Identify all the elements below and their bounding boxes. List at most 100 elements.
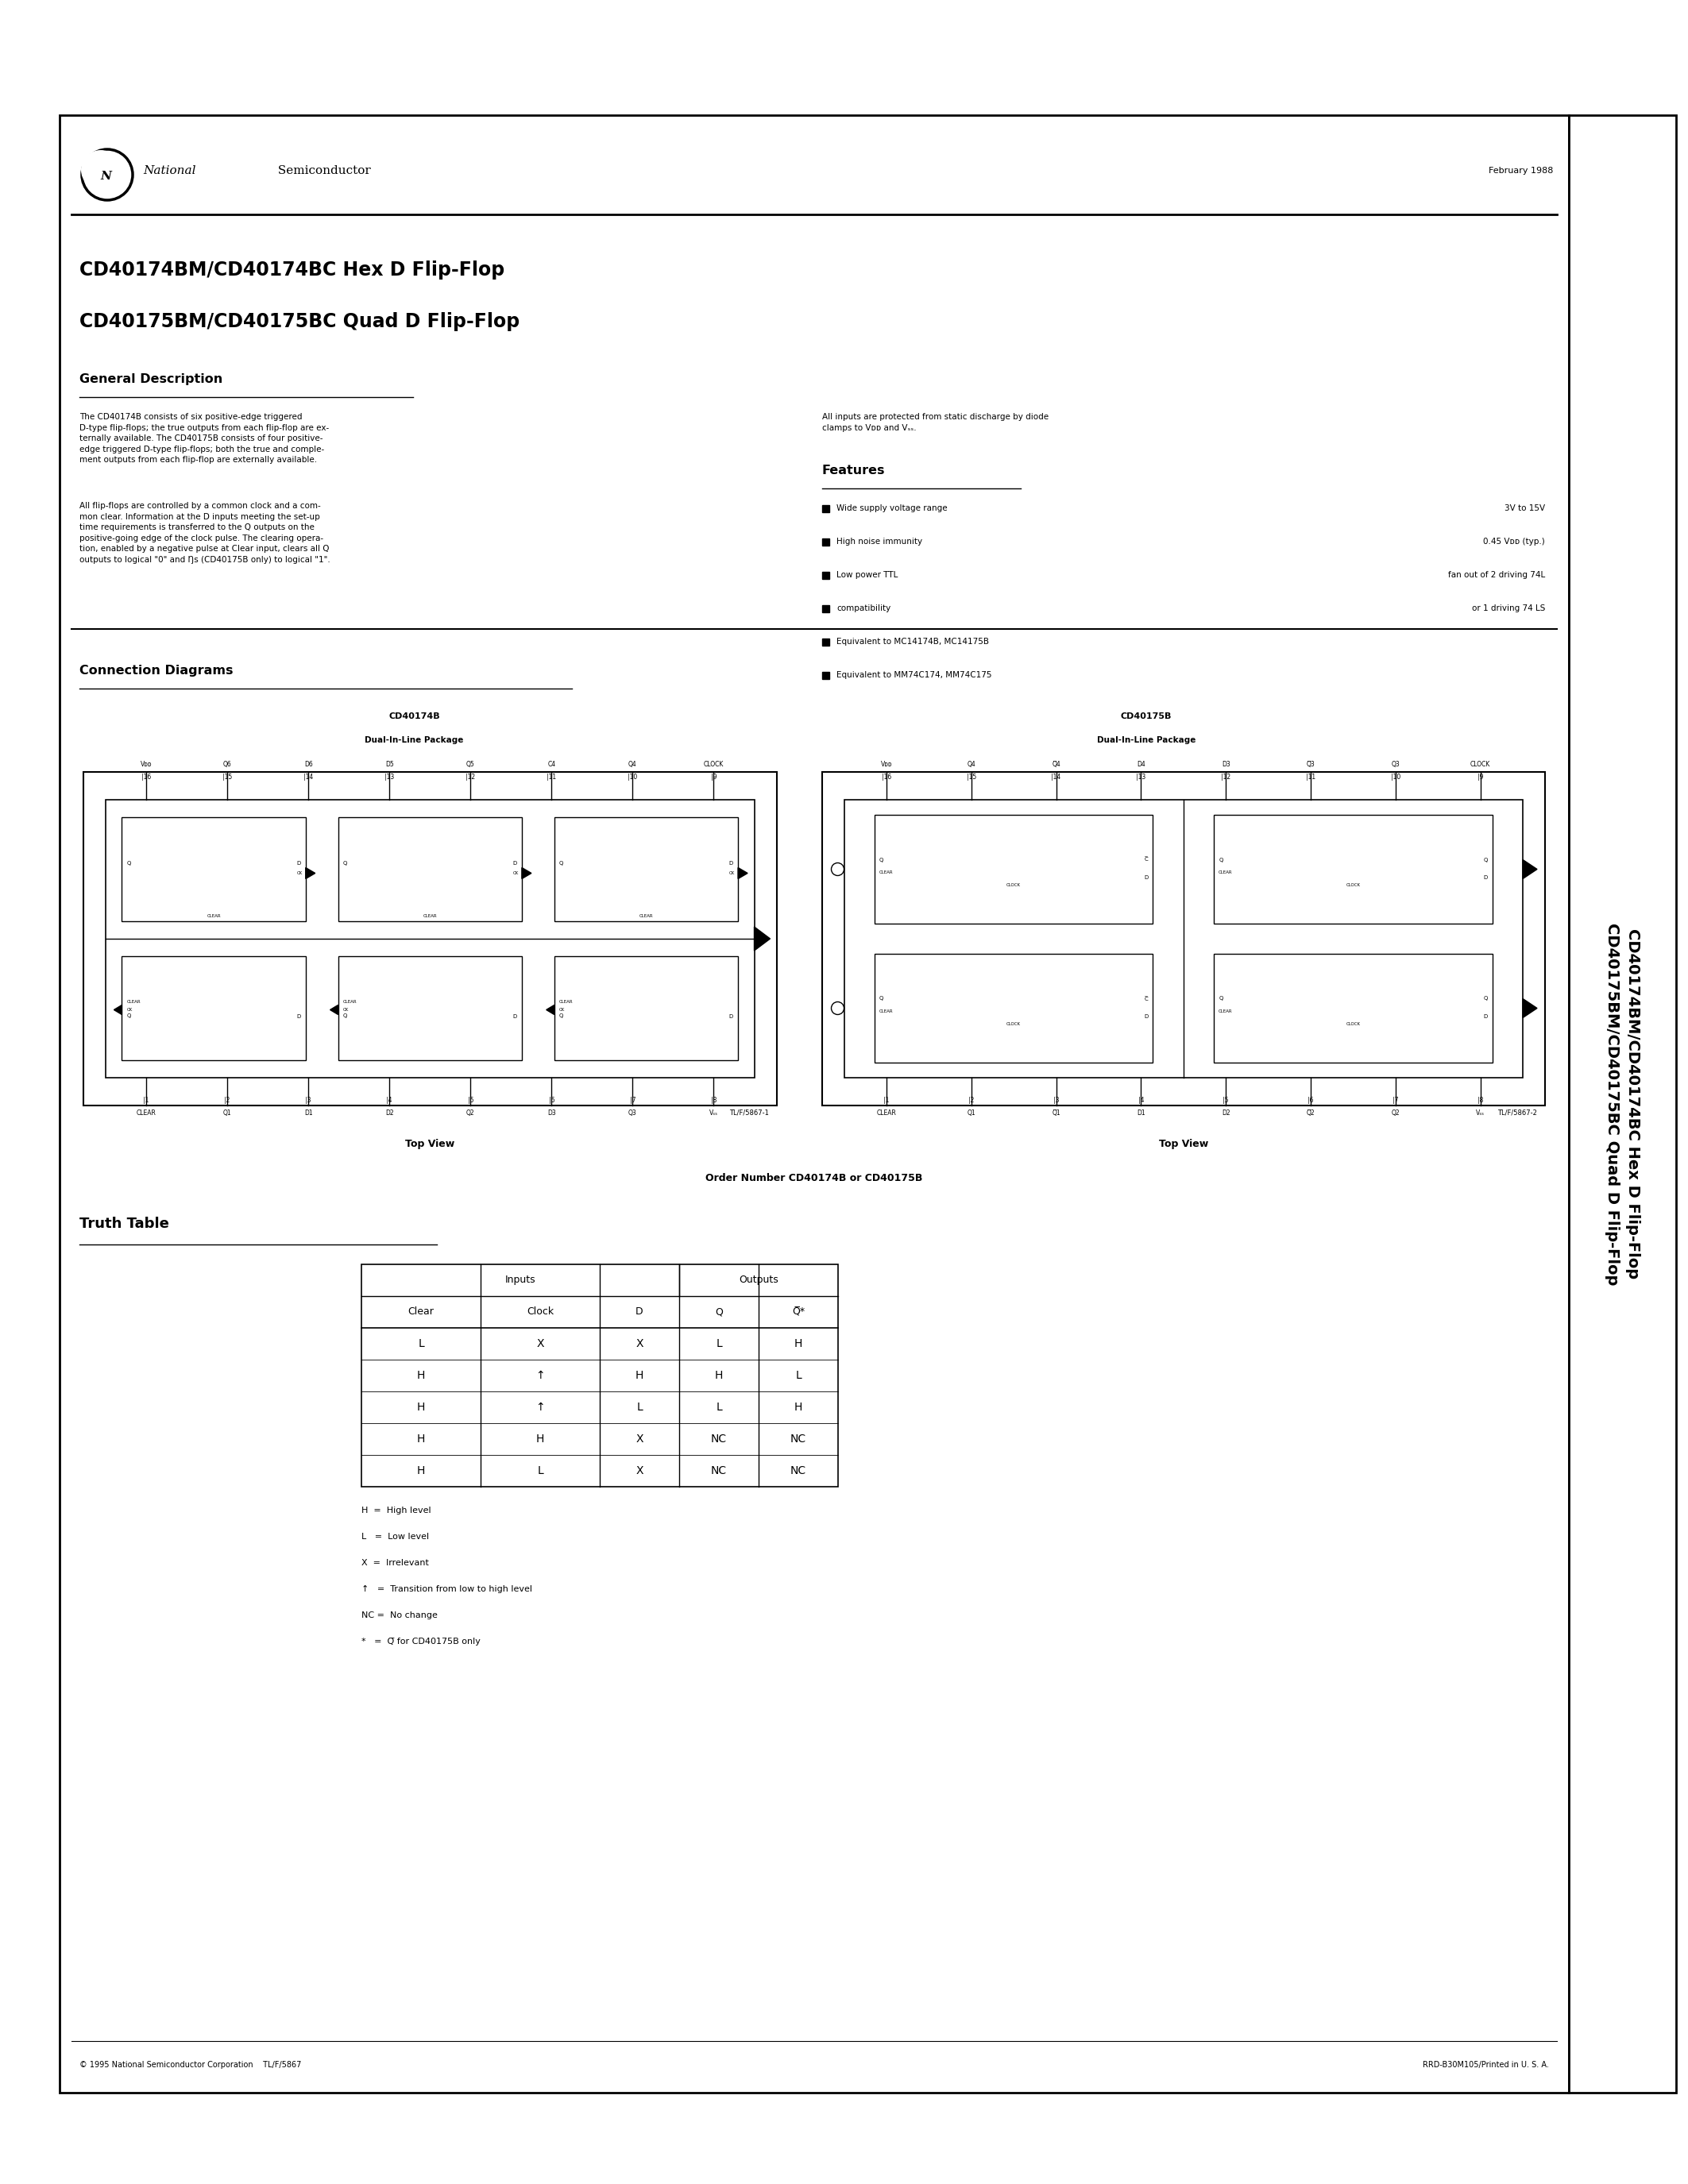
Text: CLEAR: CLEAR	[879, 1009, 893, 1013]
Text: Truth Table: Truth Table	[79, 1216, 169, 1232]
Text: © 1995 National Semiconductor Corporation    TL/F/5867: © 1995 National Semiconductor Corporatio…	[79, 2062, 302, 2068]
Bar	[844, 799, 1523, 1077]
Text: Dual-In-Line Package: Dual-In-Line Package	[1097, 736, 1195, 745]
Text: |10: |10	[1391, 773, 1401, 780]
Text: |2: |2	[225, 1096, 230, 1103]
Text: Clock: Clock	[527, 1306, 554, 1317]
Text: Q: Q	[716, 1306, 722, 1317]
Text: H: H	[417, 1369, 425, 1380]
Text: H  =  High level: H = High level	[361, 1507, 430, 1514]
Text: fan out of 2 driving 74L: fan out of 2 driving 74L	[1448, 570, 1545, 579]
Text: L: L	[795, 1369, 802, 1380]
Text: L: L	[716, 1339, 722, 1350]
Text: |14: |14	[304, 773, 314, 780]
Text: ↑   =  Transition from low to high level: ↑ = Transition from low to high level	[361, 1586, 532, 1592]
Text: Equivalent to MC14174B, MC14175B: Equivalent to MC14174B, MC14175B	[837, 638, 989, 646]
Text: D: D	[297, 1013, 300, 1018]
Text: D5: D5	[385, 760, 393, 769]
Text: CLOCK: CLOCK	[1006, 882, 1021, 887]
Text: CLEAR: CLEAR	[343, 1000, 356, 1005]
Circle shape	[81, 151, 122, 190]
Text: CK: CK	[343, 1007, 349, 1011]
Text: |11: |11	[1307, 773, 1315, 780]
Text: X: X	[636, 1465, 643, 1476]
Text: Q6: Q6	[223, 760, 231, 769]
Text: C̅: C̅	[1144, 858, 1148, 863]
Text: *   =  Q̅ for CD40175B only: * = Q̅ for CD40175B only	[361, 1638, 481, 1645]
Text: Order Number CD40174B or CD40175B: Order Number CD40174B or CD40175B	[706, 1173, 923, 1184]
Text: Q̅*: Q̅*	[792, 1306, 805, 1317]
Text: D: D	[729, 1013, 733, 1018]
Text: |15: |15	[967, 773, 976, 780]
Polygon shape	[113, 1005, 122, 1016]
Text: |5: |5	[468, 1096, 473, 1103]
Text: CLEAR: CLEAR	[137, 1109, 155, 1116]
Text: |14: |14	[1052, 773, 1062, 780]
Circle shape	[830, 863, 844, 876]
Circle shape	[830, 1002, 844, 1016]
Text: Low power TTL: Low power TTL	[837, 570, 898, 579]
Text: CLEAR: CLEAR	[424, 915, 437, 917]
Text: CLEAR: CLEAR	[879, 871, 893, 874]
Text: |16: |16	[881, 773, 891, 780]
Text: |12: |12	[466, 773, 476, 780]
Bar	[83, 771, 776, 1105]
Bar	[1214, 815, 1492, 924]
Text: Semiconductor: Semiconductor	[273, 166, 371, 177]
Text: CLEAR: CLEAR	[1219, 1009, 1232, 1013]
Text: CLEAR: CLEAR	[206, 915, 221, 917]
Bar	[338, 957, 522, 1061]
Text: X  =  Irrelevant: X = Irrelevant	[361, 1559, 429, 1566]
Text: |4: |4	[1138, 1096, 1144, 1103]
Text: General Description: General Description	[79, 373, 223, 384]
Text: |12: |12	[1220, 773, 1231, 780]
Text: |8: |8	[1477, 1096, 1484, 1103]
Text: X: X	[636, 1433, 643, 1444]
Text: L: L	[716, 1402, 722, 1413]
Text: CK: CK	[729, 871, 734, 876]
Text: |3: |3	[1053, 1096, 1058, 1103]
Text: CD40175B: CD40175B	[1121, 712, 1171, 721]
Text: February 1988: February 1988	[1489, 166, 1553, 175]
Text: NC: NC	[790, 1433, 807, 1444]
Text: Outputs: Outputs	[739, 1275, 778, 1286]
Text: CD40175BM/CD40175BC Quad D Flip-Flop: CD40175BM/CD40175BC Quad D Flip-Flop	[79, 312, 520, 332]
Polygon shape	[522, 867, 532, 878]
Text: 0.45 Vᴅᴅ (typ.): 0.45 Vᴅᴅ (typ.)	[1484, 537, 1545, 546]
Text: |9: |9	[711, 773, 717, 780]
Text: Q: Q	[127, 1013, 132, 1018]
Text: Q4: Q4	[628, 760, 636, 769]
Text: Q5: Q5	[466, 760, 474, 769]
Text: D: D	[297, 860, 300, 865]
Text: Connection Diagrams: Connection Diagrams	[79, 664, 233, 677]
Text: ↑: ↑	[535, 1369, 545, 1380]
Text: C4: C4	[547, 760, 555, 769]
Polygon shape	[306, 867, 316, 878]
Text: |13: |13	[385, 773, 395, 780]
Text: L: L	[537, 1465, 544, 1476]
Text: L: L	[419, 1339, 424, 1350]
Text: NC: NC	[711, 1433, 728, 1444]
Text: Q̅2: Q̅2	[1307, 1109, 1315, 1116]
Text: X: X	[636, 1339, 643, 1350]
Text: Q2: Q2	[1391, 1109, 1399, 1116]
Text: TL/F/5867-2: TL/F/5867-2	[1497, 1109, 1538, 1116]
Text: D: D	[513, 860, 517, 865]
Text: D4: D4	[1136, 760, 1144, 769]
Text: ↑: ↑	[535, 1402, 545, 1413]
Text: |6: |6	[549, 1096, 555, 1103]
Text: Q̅4: Q̅4	[1052, 760, 1060, 769]
Text: D1: D1	[304, 1109, 312, 1116]
Polygon shape	[1523, 998, 1538, 1018]
Text: CLEAR: CLEAR	[559, 1000, 572, 1005]
Bar	[822, 670, 829, 679]
Text: H: H	[714, 1369, 722, 1380]
Text: Wide supply voltage range: Wide supply voltage range	[837, 505, 947, 513]
Text: D1: D1	[1136, 1109, 1144, 1116]
Text: CLEAR: CLEAR	[127, 1000, 140, 1005]
Bar	[122, 957, 306, 1061]
Polygon shape	[547, 1005, 554, 1016]
Text: D: D	[729, 860, 733, 865]
Text: Q1: Q1	[967, 1109, 976, 1116]
Text: Q: Q	[1219, 858, 1224, 863]
